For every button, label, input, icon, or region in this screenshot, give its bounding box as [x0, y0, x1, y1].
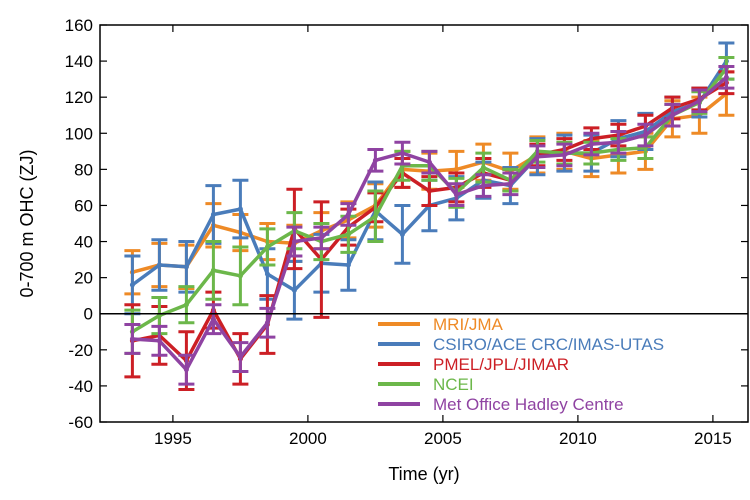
data-point	[129, 282, 135, 288]
data-point	[426, 159, 432, 165]
y-tick-label: -60	[68, 413, 93, 432]
y-axis: -60 -40 -20 0 20 40 60 80 100 120 140 160	[65, 16, 748, 432]
data-point	[372, 157, 378, 163]
data-point	[480, 165, 486, 171]
legend-label: CSIRO/ACE CRC/IMAS-UTAS	[433, 335, 664, 354]
data-point	[183, 264, 189, 270]
y-axis-label: 0-700 m OHC (ZJ)	[17, 149, 37, 297]
data-point	[345, 231, 351, 237]
legend-label: NCEI	[433, 375, 474, 394]
plot-frame	[99, 24, 749, 423]
x-tick-label: 2010	[559, 429, 597, 448]
data-point	[264, 320, 270, 326]
data-point	[291, 239, 297, 245]
data-point	[399, 150, 405, 156]
y-tick-label: 40	[74, 233, 93, 252]
series-4	[124, 65, 735, 386]
x-axis: 1995 2000 2005 2010 2015	[154, 25, 732, 448]
y-tick-label: 80	[74, 160, 93, 179]
data-point	[156, 338, 162, 344]
data-point	[345, 262, 351, 268]
data-point	[669, 112, 675, 118]
x-axis-label: Time (yr)	[388, 464, 459, 484]
data-point	[372, 213, 378, 219]
y-tick-label: 20	[74, 269, 93, 288]
data-point	[291, 287, 297, 293]
y-tick-label: 120	[65, 88, 93, 107]
x-tick-label: 1995	[154, 429, 192, 448]
series-group	[124, 41, 735, 392]
data-point	[588, 141, 594, 147]
y-tick-label: 0	[84, 305, 93, 324]
data-point	[210, 211, 216, 217]
data-point	[507, 181, 513, 187]
data-point	[615, 139, 621, 145]
data-point	[345, 211, 351, 217]
data-point	[642, 132, 648, 138]
data-point	[480, 183, 486, 189]
y-tick-label: 160	[65, 16, 93, 35]
y-tick-label: 100	[65, 124, 93, 143]
x-tick-label: 2015	[694, 429, 732, 448]
data-point	[453, 166, 459, 172]
data-point	[210, 316, 216, 322]
data-point	[723, 74, 729, 80]
data-point	[129, 336, 135, 342]
data-point	[237, 273, 243, 279]
data-point	[534, 154, 540, 160]
data-point	[318, 235, 324, 241]
data-point	[696, 98, 702, 104]
data-point	[210, 267, 216, 273]
data-point	[237, 206, 243, 212]
legend-label: Met Office Hadley Centre	[433, 395, 624, 414]
y-tick-label: -40	[68, 377, 93, 396]
data-point	[426, 188, 432, 194]
y-tick-label: -20	[68, 341, 93, 360]
data-point	[183, 367, 189, 373]
legend-label: MRI/JMA	[433, 315, 504, 334]
y-tick-label: 60	[74, 196, 93, 215]
x-tick-label: 2000	[289, 429, 327, 448]
y-tick-label: 140	[65, 52, 93, 71]
x-tick-label: 2005	[424, 429, 462, 448]
data-point	[561, 152, 567, 158]
legend-label: PMEL/JPL/JIMAR	[433, 355, 569, 374]
data-point	[264, 271, 270, 277]
data-point	[264, 244, 270, 250]
data-point	[183, 302, 189, 308]
data-point	[453, 192, 459, 198]
data-point	[237, 354, 243, 360]
data-point	[399, 231, 405, 237]
data-point	[156, 262, 162, 268]
